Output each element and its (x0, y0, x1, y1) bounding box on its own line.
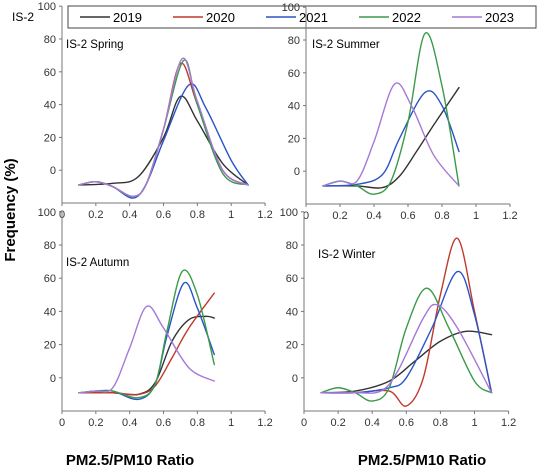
y-tick-label: 0 (50, 165, 56, 177)
series-line-2023 (322, 82, 460, 187)
series-line-2022 (322, 32, 460, 195)
series-line-2021 (320, 270, 493, 394)
x-tick-label: 0.4 (122, 209, 137, 221)
legend-entry-2021: 2021 (299, 10, 328, 25)
y-tick-label: 40 (286, 306, 298, 318)
x-tick-label: 0.6 (400, 210, 415, 222)
legend-entry-2020: 2020 (206, 10, 235, 25)
panel-title: IS-2 Autumn (66, 257, 129, 269)
panel-autumn: 100 80 60 40 20 0 0 0.2 0.4 0.6 0.8 1 1.2 IS-2 Autumn (38, 207, 273, 429)
series-line-2019 (320, 330, 493, 394)
panel-title: IS-2 Winter (318, 249, 376, 261)
series-line-2022 (320, 287, 493, 402)
x-tick-label: 1 (473, 210, 479, 222)
y-tick-label: 20 (44, 132, 56, 144)
x-tick-label: 1 (471, 417, 477, 429)
panel-title: IS-2 Summer (312, 39, 380, 51)
x-tick-label: 0 (59, 417, 65, 429)
x-tick-label: 0.8 (190, 417, 205, 429)
x-tick-label: 1.2 (257, 209, 272, 221)
series-line-2022 (78, 269, 215, 399)
y-axis-title: Frequency (%) (2, 158, 19, 261)
x-tick-label: 0.6 (156, 209, 171, 221)
x-tick-label: 0.6 (399, 417, 414, 429)
y-tick-label: 80 (44, 240, 56, 252)
series-line-2023 (320, 303, 493, 394)
y-tick-label: 100 (38, 207, 56, 219)
x-tick-label: 0.2 (332, 210, 347, 222)
series-line-2021 (322, 90, 460, 187)
x-tick-label: 0.6 (156, 417, 171, 429)
x-tick-label: 0 (303, 210, 309, 222)
panel-winter: 100 80 60 40 20 0 0 0.2 0.4 0.6 0.8 1 1.2 IS-2 Winter (280, 207, 517, 429)
series-line-2020 (78, 292, 215, 396)
y-tick-label: 60 (288, 68, 300, 80)
legend-entry-2022: 2022 (392, 10, 421, 25)
series-line-2023 (78, 305, 215, 394)
x-tick-label: 0 (301, 417, 307, 429)
x-tick-label: 1 (228, 209, 234, 221)
y-tick-label: 20 (288, 133, 300, 145)
x-tick-label: 0.2 (330, 417, 345, 429)
panel-summer: 100 80 60 40 20 0 0 0.2 0.4 0.6 0.8 1 1.2 IS-2 Summer (282, 2, 518, 222)
panel-title: IS-2 Spring (66, 39, 124, 51)
legend-entry-2019: 2019 (113, 10, 142, 25)
y-tick-label: 80 (288, 35, 300, 47)
x-tick-label: 1.2 (257, 417, 272, 429)
series-line-2021 (78, 83, 249, 199)
y-tick-label: 60 (286, 273, 298, 285)
x-tick-label: 1.2 (501, 417, 516, 429)
x-tick-label: 1.2 (502, 210, 517, 222)
legend-entry-2023: 2023 (485, 10, 514, 25)
y-tick-label: 80 (44, 34, 56, 46)
y-tick-label: 40 (288, 101, 300, 113)
x-tick-label: 0.8 (190, 209, 205, 221)
y-tick-label: 0 (50, 373, 56, 385)
x-axis-title-left: PM2.5/PM10 Ratio (66, 452, 194, 469)
series-line-2020 (320, 237, 493, 407)
y-tick-label: 20 (44, 340, 56, 352)
x-tick-label: 0.4 (366, 210, 381, 222)
x-tick-label: 0.8 (434, 210, 449, 222)
x-tick-label: 0.4 (122, 417, 137, 429)
station-label: IS-2 (12, 10, 34, 24)
x-tick-label: 0.4 (365, 417, 380, 429)
x-tick-label: 1 (228, 417, 234, 429)
x-tick-label: 0.2 (88, 209, 103, 221)
series-line-2023 (78, 57, 249, 198)
series-line-2019 (322, 86, 460, 189)
y-tick-label: 40 (44, 306, 56, 318)
y-tick-label: 60 (44, 273, 56, 285)
x-axis-title-right: PM2.5/PM10 Ratio (358, 452, 486, 469)
series-line-2021 (78, 281, 215, 401)
y-tick-label: 40 (44, 100, 56, 112)
y-tick-label: 100 (38, 1, 56, 13)
series-line-2019 (78, 315, 215, 396)
y-tick-label: 60 (44, 67, 56, 79)
legend: 2019 2020 2021 2022 2023 (67, 5, 537, 29)
y-tick-label: 0 (292, 373, 298, 385)
y-tick-label: 100 (280, 207, 298, 219)
x-tick-label: 0.2 (88, 417, 103, 429)
y-tick-label: 80 (286, 240, 298, 252)
series-line-2019 (78, 95, 249, 186)
x-tick-label: 0.8 (433, 417, 448, 429)
legend-box (67, 5, 537, 29)
y-tick-label: 20 (286, 340, 298, 352)
y-tick-label: 0 (294, 166, 300, 178)
y-tick-label: 100 (282, 2, 300, 14)
